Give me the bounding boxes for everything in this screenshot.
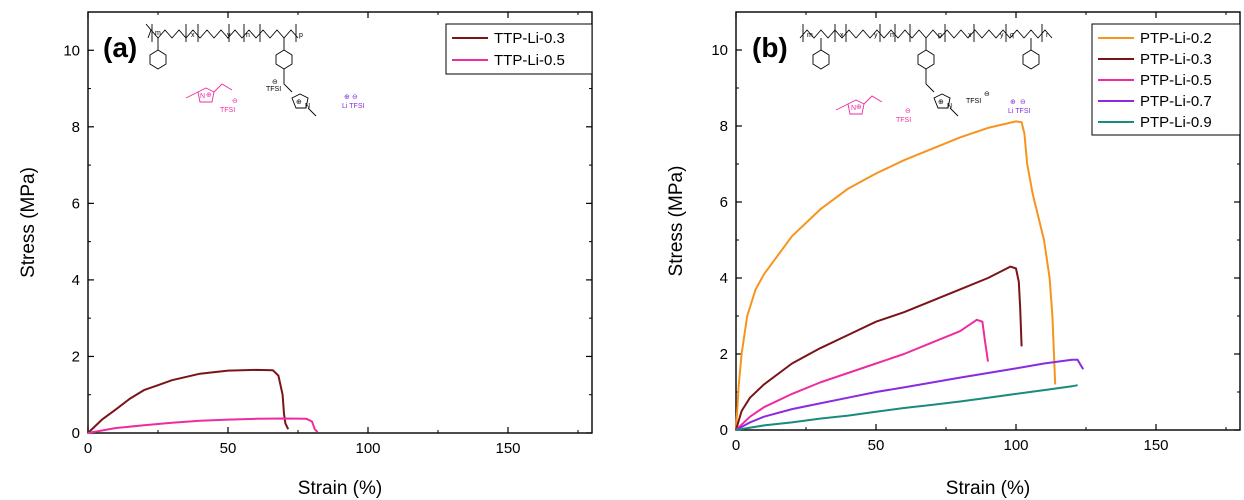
b-salt-label: Li TFSI <box>1008 108 1030 115</box>
panel-b-legend-label: PTP-Li-0.5 <box>1140 72 1212 89</box>
imidazolium-n-label: N <box>200 93 205 100</box>
panel-a: 0 50 100 150 0 2 4 6 8 10 Strain (%) Stress (MPa) (… <box>18 11 593 499</box>
panel-b-legend-label: PTP-Li-0.2 <box>1140 30 1212 47</box>
panel-b-ytick-label: 6 <box>720 194 728 211</box>
subscript-y: y <box>227 32 231 39</box>
panel-a-plot-area: 0 50 100 150 0 2 4 6 8 10 Strain (%) Stress (MPa) <box>18 11 593 499</box>
panel-a-label: (a) <box>103 32 137 63</box>
panel-a-structure-schematic: m x y n p N ⊕ ⊖ TFSI TFSI ⊖ ⊕ N ⊕ ⊖ Li T… <box>145 23 364 117</box>
panel-b-xtick-label: 100 <box>1003 437 1028 454</box>
panel-a-legend-label: TTP-Li-0.5 <box>494 52 565 69</box>
panel-a-ytick-label: 0 <box>72 425 80 442</box>
anion-charge: ⊖ <box>232 98 238 105</box>
panel-b-frame <box>735 11 1241 431</box>
panel-a-xtick-label: 100 <box>355 440 380 457</box>
panel-a-ytick-label: 10 <box>63 42 80 59</box>
panel-a-xtick-label: 150 <box>495 440 520 457</box>
polycation-charge: ⊕ <box>296 99 302 106</box>
b-salt-charges: ⊕ <box>1010 99 1016 106</box>
panel-b-ytick-label: 10 <box>711 42 728 59</box>
b-subscript-x1: x <box>840 32 844 39</box>
panel-a-legend-box <box>445 23 593 75</box>
b-anion-charge: ⊖ <box>905 108 911 115</box>
b-subscript-n: n <box>890 32 894 39</box>
panel-b-series-ptp-li-0-3 <box>735 265 1023 431</box>
b-polycation-charge: ⊕ <box>938 99 944 106</box>
panel-b-ylabel: Stress (MPa) <box>666 166 687 277</box>
panel-b-series-ptp-li-0-7 <box>735 358 1085 431</box>
panel-b-ytick-label: 4 <box>720 270 728 287</box>
panel-b-label: (b) <box>752 32 788 63</box>
panel-b-ytick-label: 0 <box>720 422 728 439</box>
bound-anion-label: TFSI <box>266 86 281 93</box>
b-imidazolium-n-label: N <box>851 105 856 112</box>
b-salt-anion-charge: ⊖ <box>1020 99 1026 106</box>
b-subscript-y2: y <box>1000 32 1004 39</box>
b-subscript-r: r <box>1046 32 1049 39</box>
panel-b-legend-label: PTP-Li-0.7 <box>1140 93 1212 110</box>
panel-a-legend: TTP-Li-0.3 TTP-Li-0.5 <box>445 23 593 75</box>
polycation-n-label: N <box>305 103 310 110</box>
panel-b-ytick-label: 2 <box>720 346 728 363</box>
panel-a-ytick-label: 4 <box>72 272 80 289</box>
panel-b-plot-area: 0 50 100 150 0 2 4 6 8 10 Strain (%) Stress (MPa) <box>666 11 1241 499</box>
salt-label: Li TFSI <box>342 103 364 110</box>
panel-a-xtick-label: 50 <box>220 440 237 457</box>
panel-b-series-ptp-li-0-9 <box>735 384 1078 431</box>
panel-b: 0 50 100 150 0 2 4 6 8 10 Strain (%) Stress (MPa) (… <box>666 11 1241 499</box>
panel-a-series-ttp-li-0-5 <box>87 417 319 434</box>
panel-b-xtick-label: 0 <box>732 437 740 454</box>
b-cation-charge: ⊕ <box>856 104 862 111</box>
b-bound-anion-charge: ⊖ <box>984 91 990 98</box>
panel-a-legend-label: TTP-Li-0.3 <box>494 30 565 47</box>
b-subscript-p: p <box>938 32 942 39</box>
panel-b-ytick-label: 8 <box>720 118 728 135</box>
b-polycation-n-label: N <box>947 103 952 110</box>
panel-b-legend-label: PTP-Li-0.9 <box>1140 114 1212 131</box>
free-anion-label: TFSI <box>220 107 235 114</box>
subscript-m: m <box>155 30 161 37</box>
b-subscript-x2: x <box>968 32 972 39</box>
subscript-x: x <box>191 32 195 39</box>
panel-a-ylabel: Stress (MPa) <box>18 167 39 278</box>
panel-a-ytick-label: 6 <box>72 195 80 212</box>
subscript-p: p <box>299 32 303 39</box>
panel-b-xlabel: Strain (%) <box>946 478 1030 499</box>
b-subscript-m: m <box>807 32 813 39</box>
panel-b-series-ptp-li-0-5 <box>735 318 989 431</box>
cation-charge: ⊕ <box>206 92 212 99</box>
b-free-anion-label: TFSI <box>896 117 911 124</box>
b-bound-anion-label: TFSI <box>966 98 981 105</box>
salt-charges: ⊕ <box>344 94 350 101</box>
panel-a-frame <box>87 11 593 434</box>
panel-a-xlabel: Strain (%) <box>298 478 382 499</box>
panel-b-xtick-label: 50 <box>868 437 885 454</box>
subscript-n: n <box>246 32 250 39</box>
panel-a-xtick-label: 0 <box>84 440 92 457</box>
b-subscript-y1: y <box>874 32 878 39</box>
b-subscript-q: q <box>1010 32 1014 39</box>
panel-a-series-ttp-li-0-3 <box>87 368 290 434</box>
panel-b-legend-label: PTP-Li-0.3 <box>1140 51 1212 68</box>
panel-a-ytick-label: 2 <box>72 348 80 365</box>
panel-b-legend: PTP-Li-0.2 PTP-Li-0.3 PTP-Li-0.5 PTP-Li-0.7… <box>1091 23 1241 136</box>
panel-b-structure-schematic: m x y n p x y q r N ⊕ ⊖ TFSI TFSI ⊖ ⊕ N … <box>799 24 1053 124</box>
panel-b-series-ptp-li-0-2 <box>735 120 1057 431</box>
panel-b-xtick-label: 150 <box>1143 437 1168 454</box>
salt-anion-charge: ⊖ <box>352 94 358 101</box>
panel-a-ytick-label: 8 <box>72 119 80 136</box>
bound-anion-charge: ⊖ <box>272 79 278 86</box>
